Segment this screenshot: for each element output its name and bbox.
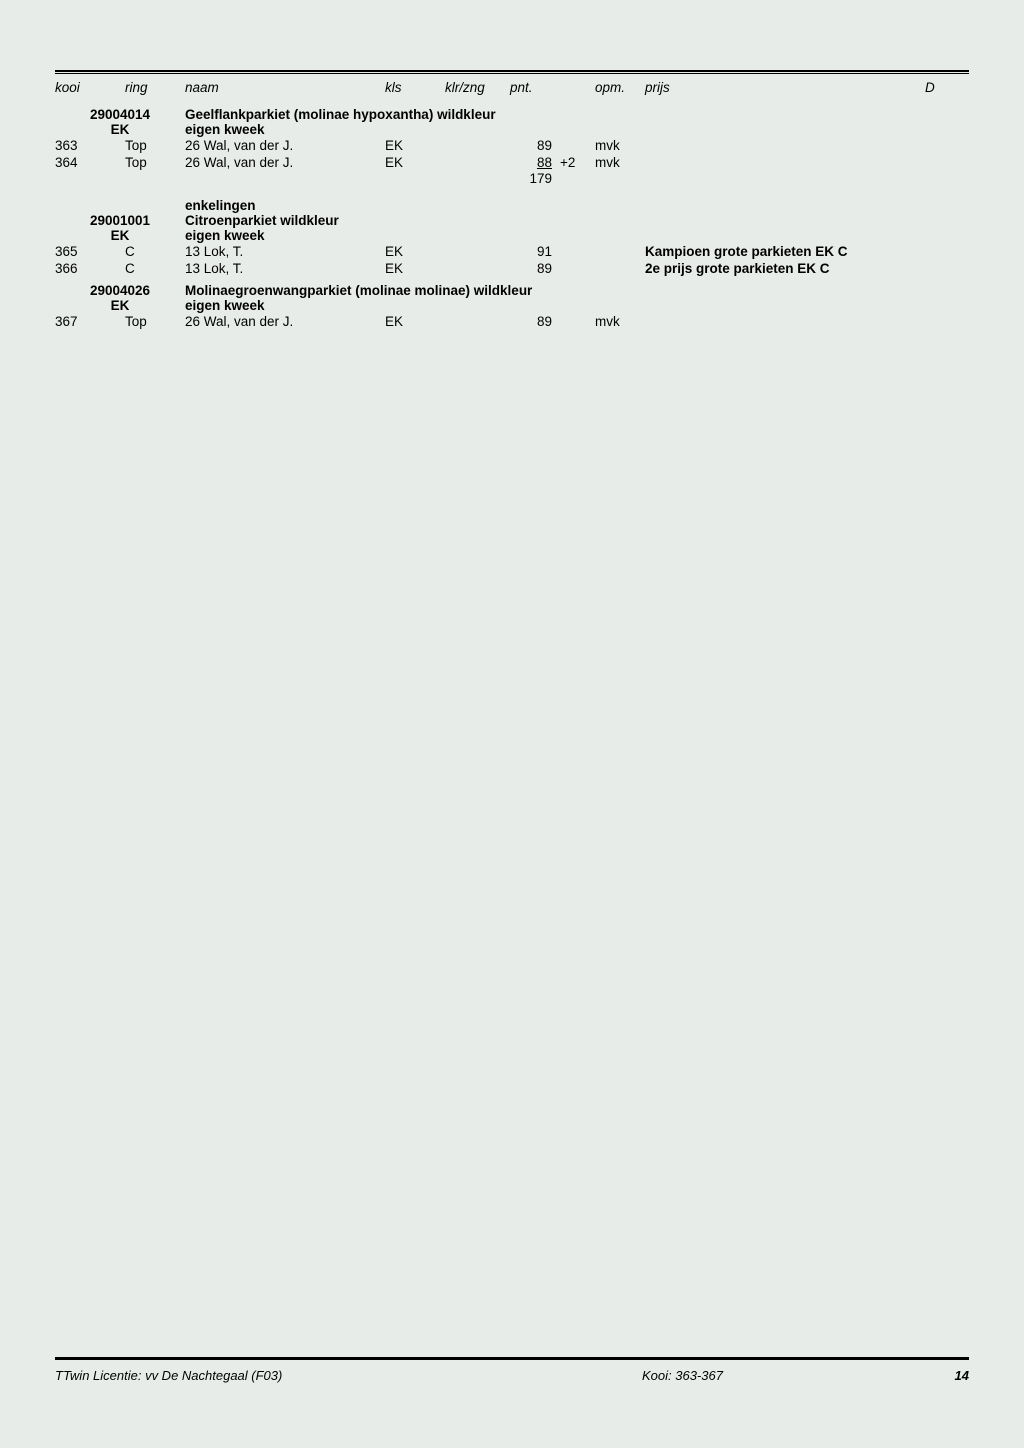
section-subheader: EKeigen kweek — [55, 122, 969, 137]
cell-pnt-extra — [560, 244, 595, 259]
section-subtitle: eigen kweek — [185, 228, 969, 243]
cell-kooi: 363 — [55, 138, 115, 153]
cell-kls: EK — [385, 314, 445, 329]
cell-pnt: 88 — [510, 155, 560, 170]
cell-pnt: 91 — [510, 244, 560, 259]
cell-d — [925, 138, 945, 153]
top-border — [55, 70, 969, 74]
total-row: 179 — [55, 171, 969, 186]
cell-ring: C — [115, 244, 185, 259]
table-row: 364Top26 Wal, van der J.EK 88+2mvk — [55, 154, 969, 171]
section-note: enkelingen — [55, 186, 969, 213]
table-header: kooi ring naam kls klr/zng pnt. opm. pri… — [55, 80, 969, 107]
cell-ring: C — [115, 261, 185, 276]
table-row: 367Top26 Wal, van der J.EK 89 mvk — [55, 313, 969, 330]
cell-ring: Top — [115, 314, 185, 329]
section-subtitle: eigen kweek — [185, 298, 969, 313]
cell-kooi: 364 — [55, 155, 115, 170]
table-row: 366C13 Lok, T.EK 89 2e prijs grote parkiet… — [55, 260, 969, 277]
table-row: 365C13 Lok, T.EK 91 Kampioen grote parkiet… — [55, 243, 969, 260]
cell-pnt: 89 — [510, 314, 560, 329]
cell-opm — [595, 261, 645, 276]
cell-prijs: Kampioen grote parkieten EK C — [645, 244, 925, 259]
header-naam: naam — [185, 80, 385, 95]
footer-kooi-range: Kooi: 363-367 — [482, 1368, 909, 1383]
cell-klrzng — [445, 155, 510, 170]
cell-d — [925, 261, 945, 276]
cell-naam: 26 Wal, van der J. — [185, 138, 385, 153]
cell-naam: 13 Lok, T. — [185, 261, 385, 276]
cell-pnt-extra: +2 — [560, 155, 595, 170]
cell-naam: 26 Wal, van der J. — [185, 155, 385, 170]
cell-naam: 26 Wal, van der J. — [185, 314, 385, 329]
section-code: 29001001 — [55, 213, 185, 228]
cell-klrzng — [445, 138, 510, 153]
cell-kooi: 365 — [55, 244, 115, 259]
sections-container: 29004014Geelflankparkiet (molinae hypoxa… — [55, 107, 969, 330]
header-d: D — [925, 80, 945, 95]
cell-klrzng — [445, 244, 510, 259]
cell-ring: Top — [115, 138, 185, 153]
footer-content: TTwin Licentie: vv De Nachtegaal (F03) K… — [55, 1368, 969, 1383]
section-subtitle: eigen kweek — [185, 122, 969, 137]
section-ek: EK — [55, 298, 185, 313]
cell-kooi: 366 — [55, 261, 115, 276]
cell-pnt-extra — [560, 261, 595, 276]
cell-opm: mvk — [595, 138, 645, 153]
header-klrzng: klr/zng — [445, 80, 510, 95]
page-container: kooi ring naam kls klr/zng pnt. opm. pri… — [55, 70, 969, 1398]
cell-prijs: 2e prijs grote parkieten EK C — [645, 261, 925, 276]
cell-kls: EK — [385, 261, 445, 276]
cell-opm: mvk — [595, 155, 645, 170]
cell-prijs — [645, 155, 925, 170]
header-prijs: prijs — [645, 80, 925, 95]
section-ek: EK — [55, 122, 185, 137]
section-title: Geelflankparkiet (molinae hypoxantha) wi… — [185, 107, 969, 122]
cell-kls: EK — [385, 244, 445, 259]
cell-prijs — [645, 314, 925, 329]
cell-naam: 13 Lok, T. — [185, 244, 385, 259]
cell-klrzng — [445, 261, 510, 276]
table-row: 363Top26 Wal, van der J.EK 89 mvk — [55, 137, 969, 154]
header-blank — [560, 80, 595, 95]
cell-opm: mvk — [595, 314, 645, 329]
section-ek: EK — [55, 228, 185, 243]
section-header: 29004014Geelflankparkiet (molinae hypoxa… — [55, 107, 969, 122]
section-subheader: EKeigen kweek — [55, 228, 969, 243]
section-header: 29004026Molinaegroenwangparkiet (molinae… — [55, 277, 969, 298]
cell-klrzng — [445, 314, 510, 329]
header-ring: ring — [115, 80, 185, 95]
section-header: 29001001Citroenparkiet wildkleur — [55, 213, 969, 228]
cell-pnt-extra — [560, 314, 595, 329]
footer: TTwin Licentie: vv De Nachtegaal (F03) K… — [55, 1357, 969, 1383]
cell-kooi: 367 — [55, 314, 115, 329]
cell-d — [925, 155, 945, 170]
footer-licentie: TTwin Licentie: vv De Nachtegaal (F03) — [55, 1368, 482, 1383]
cell-pnt-extra — [560, 138, 595, 153]
header-pnt: pnt. — [510, 80, 560, 95]
cell-d — [925, 314, 945, 329]
cell-opm — [595, 244, 645, 259]
cell-pnt: 89 — [510, 261, 560, 276]
cell-kls: EK — [385, 155, 445, 170]
header-kooi: kooi — [55, 80, 115, 95]
cell-prijs — [645, 138, 925, 153]
cell-kls: EK — [385, 138, 445, 153]
cell-ring: Top — [115, 155, 185, 170]
section-code: 29004014 — [55, 107, 185, 122]
section-title: Citroenparkiet wildkleur — [185, 213, 969, 228]
cell-pnt: 89 — [510, 138, 560, 153]
cell-d — [925, 244, 945, 259]
header-kls: kls — [385, 80, 445, 95]
header-opm: opm. — [595, 80, 645, 95]
section-code: 29004026 — [55, 283, 185, 298]
section-subheader: EKeigen kweek — [55, 298, 969, 313]
footer-border — [55, 1357, 969, 1360]
section-title: Molinaegroenwangparkiet (molinae molinae… — [185, 283, 969, 298]
footer-page-num: 14 — [909, 1368, 969, 1383]
cell-total: 179 — [510, 171, 560, 186]
